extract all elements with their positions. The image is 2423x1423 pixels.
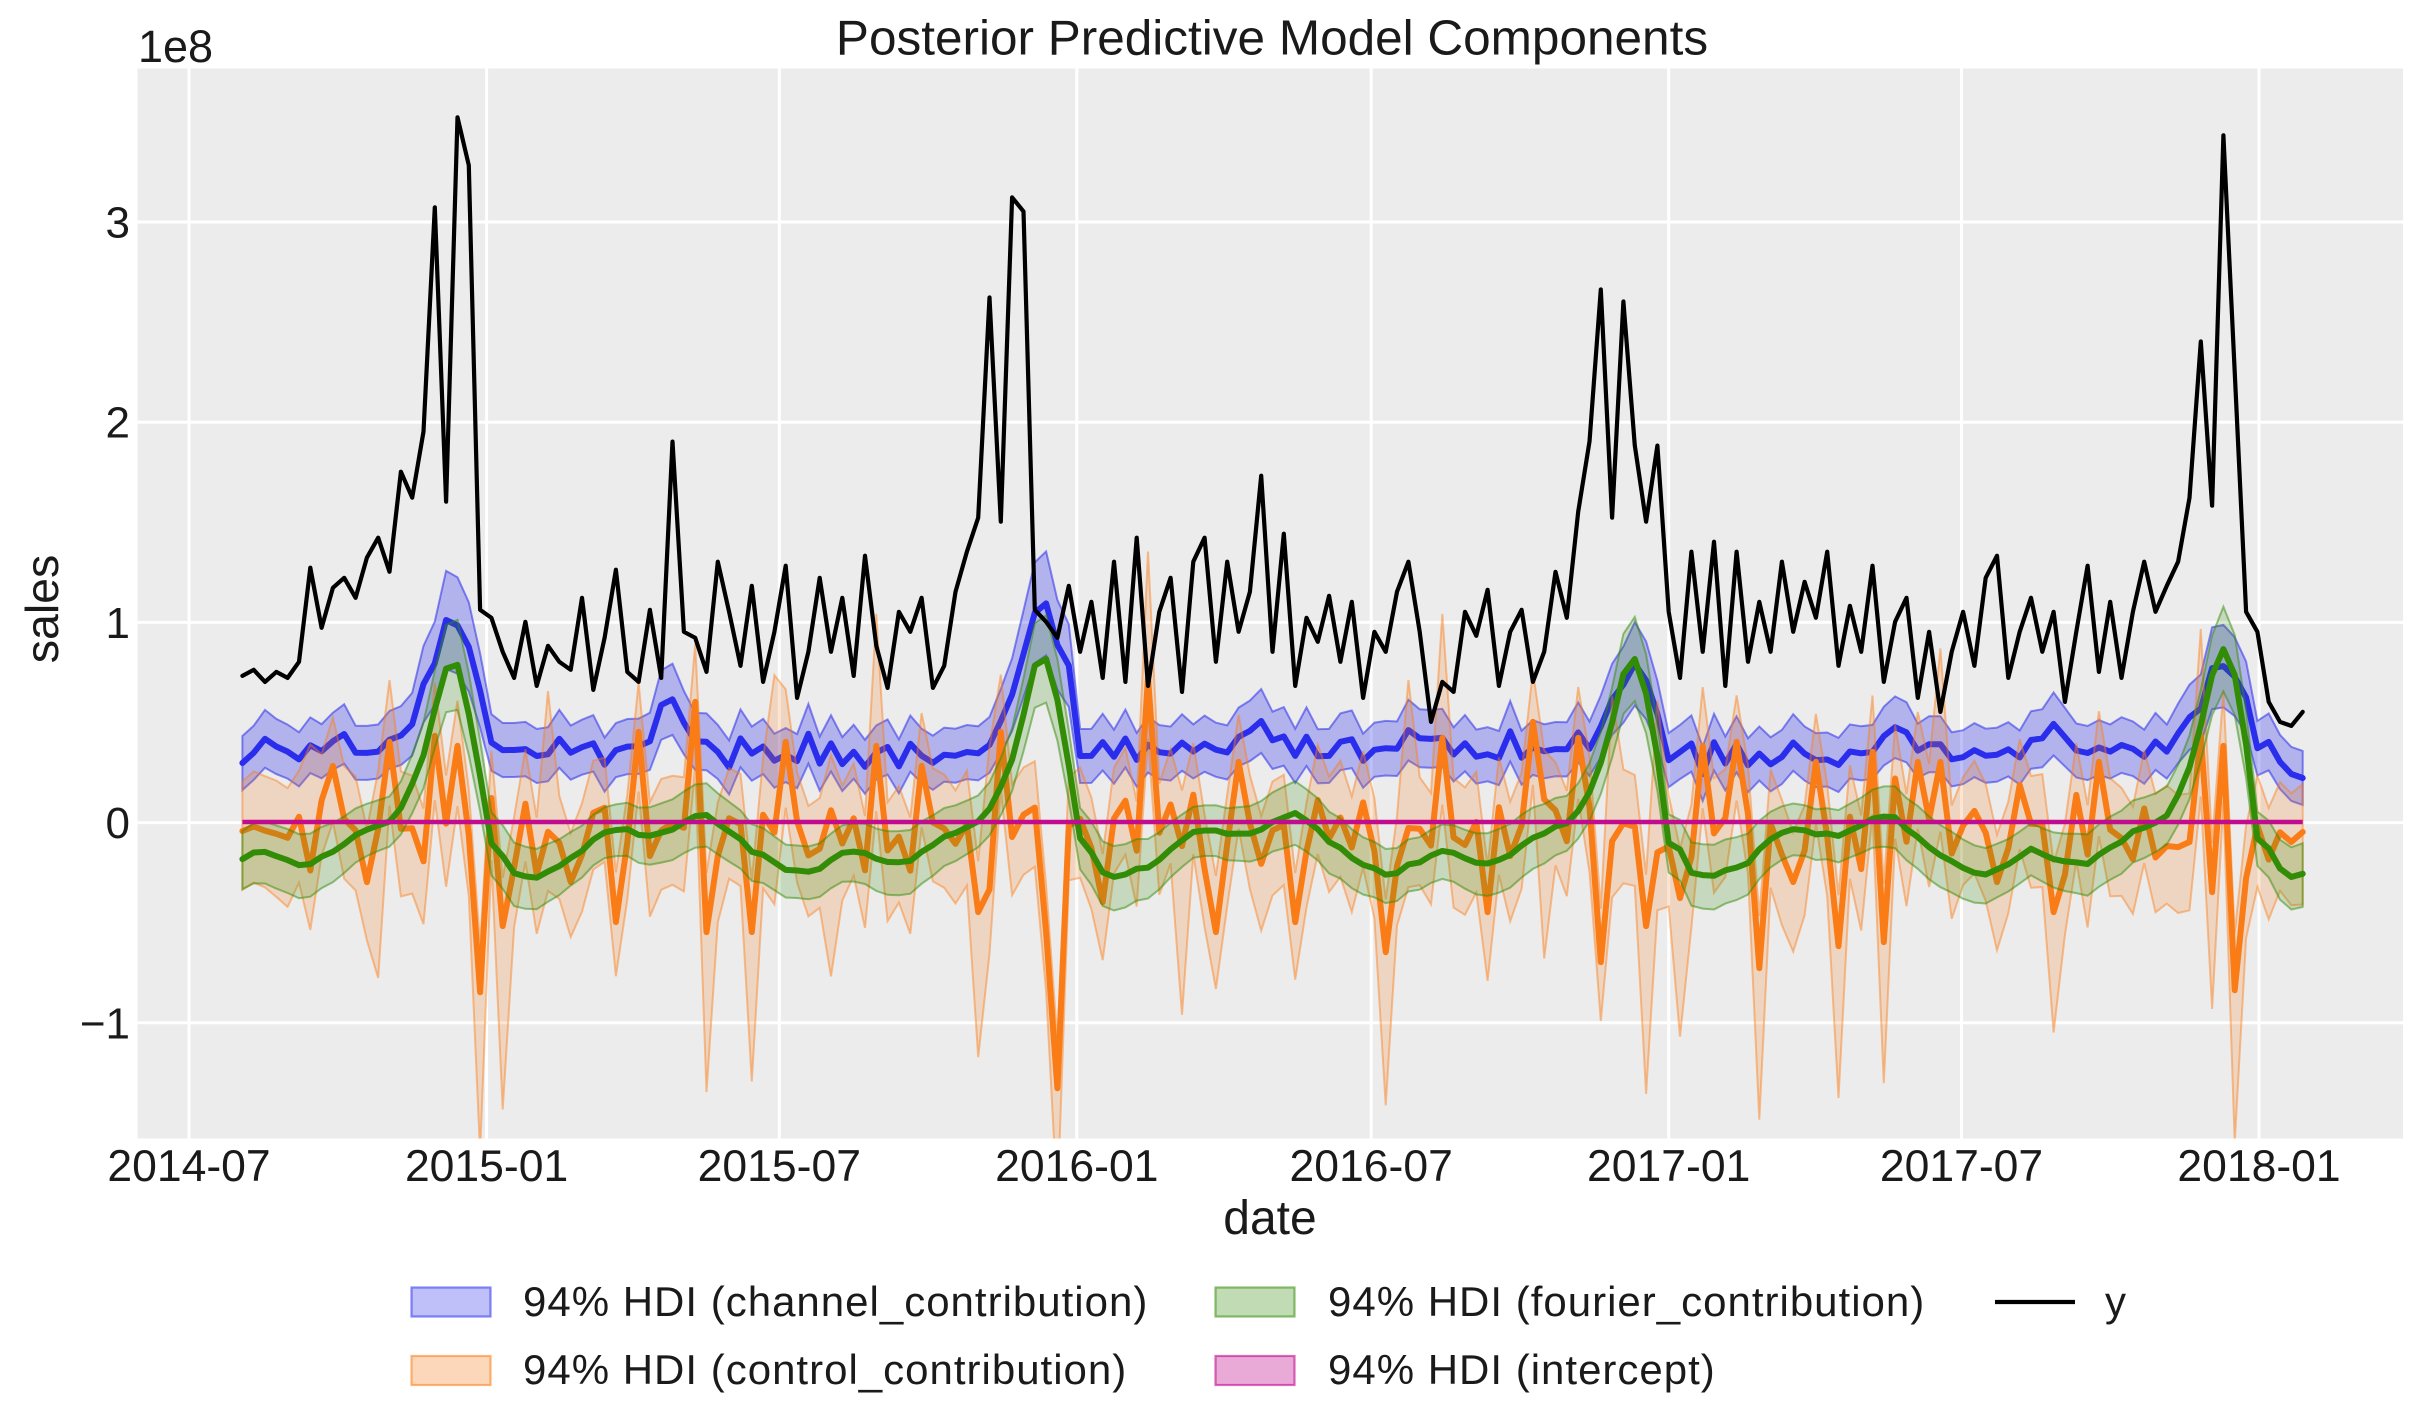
svg-text:0: 0: [106, 799, 130, 848]
svg-text:sales: sales: [16, 555, 68, 664]
svg-text:2015-07: 2015-07: [698, 1142, 861, 1191]
svg-text:2018-01: 2018-01: [2177, 1142, 2340, 1191]
svg-text:2: 2: [106, 399, 130, 448]
svg-text:3: 3: [106, 199, 130, 248]
svg-text:2016-01: 2016-01: [995, 1142, 1158, 1191]
svg-text:2017-07: 2017-07: [1880, 1142, 2043, 1191]
svg-text:94% HDI (fourier_contribution): 94% HDI (fourier_contribution): [1328, 1278, 1925, 1325]
svg-text:2015-01: 2015-01: [405, 1142, 568, 1191]
svg-text:date: date: [1223, 1192, 1316, 1245]
svg-text:2016-07: 2016-07: [1290, 1142, 1453, 1191]
svg-text:2017-01: 2017-01: [1587, 1142, 1750, 1191]
svg-text:y: y: [2105, 1278, 2126, 1325]
svg-text:2014-07: 2014-07: [107, 1142, 270, 1191]
svg-text:94% HDI (channel_contribution): 94% HDI (channel_contribution): [523, 1278, 1148, 1325]
svg-text:Posterior Predictive Model Com: Posterior Predictive Model Components: [836, 11, 1708, 66]
svg-text:94% HDI (control_contribution): 94% HDI (control_contribution): [523, 1346, 1127, 1393]
svg-text:1: 1: [106, 599, 130, 648]
svg-text:−1: −1: [80, 999, 130, 1048]
svg-text:1e8: 1e8: [138, 21, 213, 72]
svg-text:94% HDI (intercept): 94% HDI (intercept): [1328, 1346, 1716, 1393]
